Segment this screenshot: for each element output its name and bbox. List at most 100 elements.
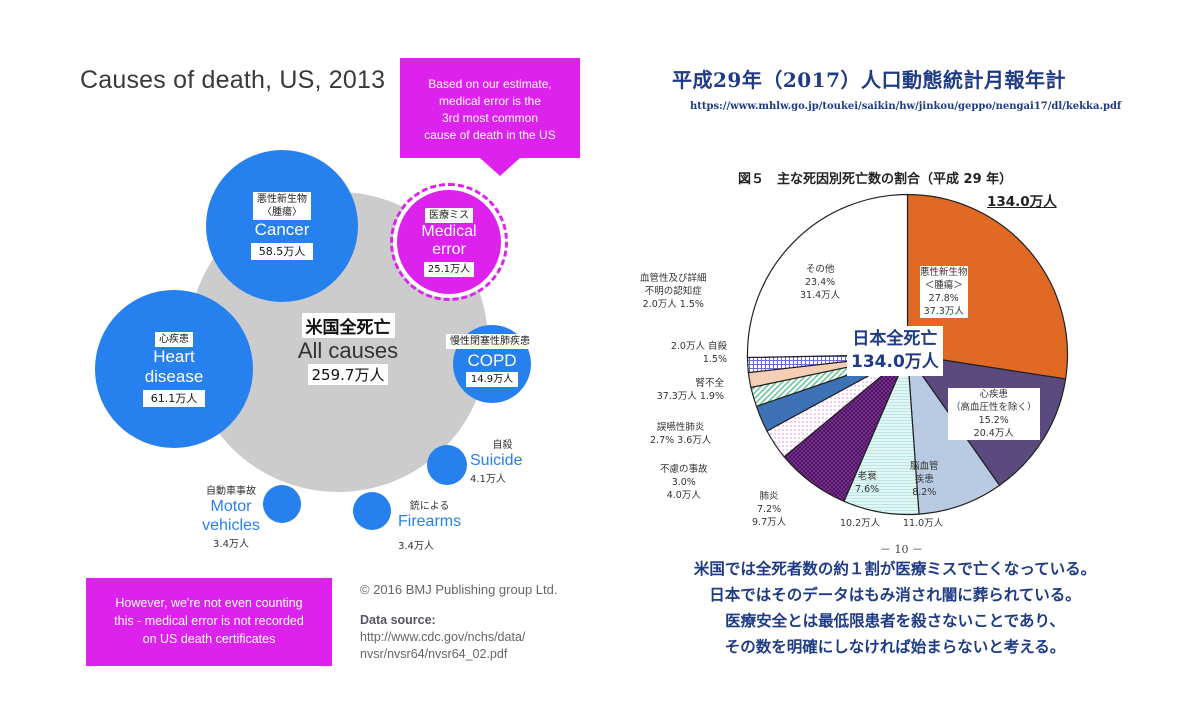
- label-line: ＜腫瘍＞: [924, 280, 963, 291]
- label-line: 20.4万人: [973, 428, 1014, 439]
- callout-medical-error-estimate: Based on our estimate, medical error is …: [400, 58, 580, 176]
- heart-jp-label: 心疾患: [155, 331, 193, 347]
- message-line: 米国では全死者数の約１割が医療ミスで亡くなっている。: [693, 560, 1097, 578]
- label-line: 2.0万人 1.5%: [642, 299, 704, 310]
- figure-total: 134.0万人: [987, 194, 1057, 210]
- page-number: － 10 －: [880, 543, 923, 556]
- label-heart: 心疾患 （高血圧性を除く） 15.2% 20.4万人: [948, 388, 1040, 440]
- label-line: 誤嚥性肺炎: [656, 422, 705, 433]
- heart-value: 61.1万人: [142, 389, 206, 407]
- label-other: その他 23.4% 31.4万人: [800, 263, 840, 302]
- callout-line: Based on our estimate,: [428, 77, 552, 91]
- label-line: 2.7% 3.6万人: [650, 435, 712, 446]
- label-line: 疾患: [914, 474, 934, 485]
- copd-value: 14.9万人: [465, 372, 519, 387]
- label-line: 老衰: [857, 471, 877, 482]
- label-pneumonia: 肺炎 7.2% 9.7万人: [752, 490, 786, 529]
- label-line: 37.3万人: [923, 306, 964, 317]
- all-causes-en: All causes: [297, 338, 399, 363]
- callout-not-recorded: However, we're not even counting this - …: [86, 578, 332, 666]
- copd-jp-label: 慢性閉塞性肺疾患: [446, 334, 534, 349]
- all-causes-jp: 米国全死亡: [301, 313, 395, 338]
- cancer-jp-line: 〈腫瘍〉: [262, 207, 302, 218]
- cancer-value: 58.5万人: [250, 243, 314, 260]
- heart-en-label-1: Heart: [153, 346, 195, 366]
- callout-line: However, we're not even counting: [115, 596, 303, 610]
- label-senility: 老衰 7.6%: [855, 470, 879, 496]
- suicide-label: 自殺 Suicide 4.1万人: [470, 436, 522, 485]
- motor-en-2: vehicles: [202, 517, 260, 534]
- medical-en-label-2: error: [432, 240, 466, 258]
- all-causes-label: 米国全死亡 All causes 259.7万人: [268, 313, 428, 385]
- suicide-jp: 自殺: [492, 440, 513, 451]
- suicide-value: 4.1万人: [470, 474, 506, 485]
- label-line: 心疾患: [979, 389, 1009, 400]
- firearms-value: 3.4万人: [398, 541, 434, 552]
- label-line: 37.3万人 1.9%: [656, 391, 724, 402]
- data-source-url-2: nvsr/nvsr64/nvsr64_02.pdf: [360, 647, 508, 661]
- label-line: 不明の認知症: [644, 286, 702, 297]
- label-line: 4.0万人: [666, 490, 701, 501]
- label-line: 9.7万人: [752, 517, 787, 528]
- label-line: （高血圧性を除く）: [951, 402, 1037, 413]
- motor-jp: 自動車事故: [206, 486, 256, 497]
- copyright-text: © 2016 BMJ Publishing group Ltd.: [360, 582, 558, 597]
- label-line: 15.2%: [978, 415, 1009, 426]
- figure-title: 図５ 主な死因別死亡数の割合（平成 29 年）: [738, 172, 1013, 187]
- label-line: 不慮の事故: [660, 464, 708, 475]
- label-senility-value: 10.2万人: [840, 518, 881, 529]
- callout-line: on US death certificates: [142, 632, 276, 646]
- heart-en-label-2: disease: [144, 366, 204, 386]
- firearms-bubble: [353, 492, 391, 530]
- medical-en-label-1: Medical: [421, 222, 477, 240]
- label-line: 脳血管: [910, 461, 939, 472]
- data-source-label: Data source:: [360, 613, 436, 627]
- label-cancer: 悪性新生物 ＜腫瘍＞ 27.8% 37.3万人: [920, 266, 968, 318]
- label-dementia: 血管性及び詳細 不明の認知症 2.0万人 1.5%: [640, 272, 707, 311]
- data-source: Data source: http://www.cdc.gov/nchs/dat…: [360, 612, 525, 663]
- cancer-en-label: Cancer: [254, 220, 310, 239]
- medical-value: 25.1万人: [423, 261, 475, 277]
- label-line: 血管性及び詳細: [640, 273, 707, 284]
- cancer-jp-label: 悪性新生物 〈腫瘍〉: [253, 192, 311, 220]
- callout-line: cause of death in the US: [424, 128, 556, 142]
- commentary-message: 米国では全死者数の約１割が医療ミスで亡くなっている。 日本ではそのデータはもみ消…: [610, 556, 1180, 660]
- message-line: 医療安全とは最低限患者を殺さないことであり、: [725, 612, 1065, 630]
- label-line: 7.6%: [855, 484, 880, 495]
- message-line: その数を明確にしなければ始まらないと考える。: [724, 638, 1066, 656]
- label-line: 23.4%: [804, 277, 836, 288]
- source-url: https://www.mhlw.go.jp/toukei/saikin/hw/…: [690, 101, 1122, 112]
- label-line: 2.0万人 自殺: [670, 341, 727, 352]
- label-line: 31.4万人: [800, 290, 841, 301]
- label-line: 27.8%: [928, 293, 959, 304]
- motor-vehicles-bubble: [263, 485, 301, 523]
- firearms-en: Firearms: [398, 513, 462, 530]
- label-line: 悪性新生物: [920, 267, 968, 278]
- label-accident: 不慮の事故 3.0% 4.0万人: [660, 463, 708, 502]
- medical-error-dashed-ring: [390, 183, 508, 301]
- suicide-en: Suicide: [470, 452, 523, 469]
- motor-vehicles-label: 自動車事故 Motor vehicles 3.4万人: [196, 482, 266, 550]
- slice-other: [746, 193, 909, 359]
- label-line: 1.5%: [702, 354, 727, 365]
- right-title: 平成29年（2017）人口動態統計月報年計: [672, 68, 1066, 92]
- motor-value: 3.4万人: [213, 539, 249, 550]
- motor-en-1: Motor: [210, 498, 252, 515]
- label-line: 肺炎: [759, 491, 779, 502]
- label-suicide: 2.0万人 自殺 1.5%: [655, 340, 727, 366]
- data-source-url-1: http://www.cdc.gov/nchs/data/: [360, 630, 526, 644]
- label-cerebrovascular-value: 11.0万人: [903, 518, 944, 529]
- cancer-bubble: 悪性新生物 〈腫瘍〉 Cancer 58.5万人: [206, 150, 358, 302]
- copd-en-label: COPD: [467, 351, 517, 370]
- firearms-label: 銃による Firearms 3.4万人: [398, 497, 461, 552]
- label-renal-failure: 腎不全 37.3万人 1.9%: [652, 377, 724, 403]
- label-line: 3.0%: [671, 477, 696, 488]
- japan-total-value: 134.0万人: [851, 352, 939, 372]
- left-chart-title: Causes of death, US, 2013: [80, 66, 386, 94]
- message-line: 日本ではそのデータはもみ消され闇に葬られている。: [709, 586, 1081, 604]
- label-line: 8.2%: [912, 487, 937, 498]
- callout-line: medical error is the: [438, 94, 542, 108]
- all-causes-value: 259.7万人: [307, 364, 389, 385]
- firearms-jp: 銃による: [409, 501, 450, 512]
- cancer-jp-line: 悪性新生物: [257, 194, 307, 205]
